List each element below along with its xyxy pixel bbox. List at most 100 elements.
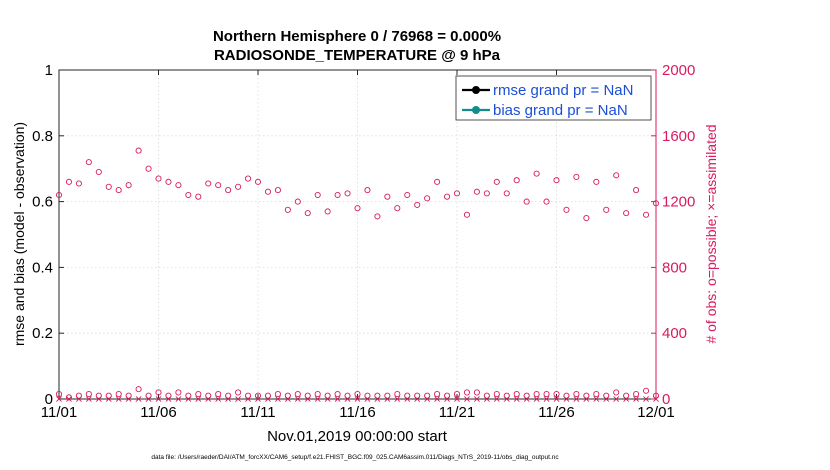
legend: rmse grand pr = NaN bias grand pr = NaN [455, 75, 652, 121]
obs-possible-point [573, 173, 580, 180]
obs-assimilated-point [56, 396, 62, 402]
obs-assimilated-point [473, 396, 480, 402]
y-right-tick-label: 0 [662, 391, 670, 408]
obs-possible-point [205, 392, 212, 399]
legend-rmse-marker [472, 86, 480, 94]
obs-possible-point [643, 387, 650, 394]
obs-assimilated-point [633, 396, 640, 402]
obs-possible-point [543, 391, 550, 398]
obs-possible-point [424, 195, 431, 202]
obs-possible-point [523, 198, 530, 205]
obs-possible-point [215, 391, 222, 398]
obs-possible-point [105, 183, 112, 190]
legend-bias-marker [472, 106, 480, 114]
obs-assimilated-point [215, 396, 222, 402]
obs-possible-point [334, 191, 341, 199]
obs-possible-point [284, 206, 291, 213]
obs-possible-point [165, 392, 172, 399]
obs-possible-point [463, 389, 471, 396]
obs-possible-point [434, 178, 441, 185]
x-tick-label: 11/21 [439, 404, 475, 421]
obs-assimilated-point [334, 396, 341, 402]
obs-possible-point [75, 392, 82, 399]
obs-assimilated-point [553, 396, 560, 402]
obs-possible-point [175, 182, 182, 189]
obs-possible-point [95, 392, 102, 399]
legend-rmse-label: rmse grand pr = NaN [493, 82, 633, 99]
obs-possible-point [603, 392, 610, 399]
y-right-tick-label: 400 [662, 325, 687, 342]
obs-possible-point [344, 392, 351, 399]
x-tick-label: 11/06 [140, 404, 176, 421]
obs-possible-point [364, 392, 371, 399]
obs-possible-point [145, 165, 152, 172]
y-tick-label: 0.6 [32, 194, 53, 211]
obs-assimilated-point [464, 396, 470, 402]
obs-possible-point [414, 201, 421, 208]
obs-possible-point [115, 391, 122, 398]
obs-possible-point [394, 205, 401, 212]
obs-possible-point [294, 391, 301, 398]
obs-assimilated-point [354, 396, 361, 402]
obs-possible-point [115, 187, 122, 194]
obs-possible-point [652, 200, 660, 207]
obs-possible-point [623, 392, 630, 399]
obs-possible-point [384, 193, 391, 200]
obs-possible-point [633, 187, 640, 194]
obs-possible-point [613, 389, 620, 396]
obs-possible-point [493, 178, 500, 185]
obs-possible-point [334, 391, 341, 398]
obs-possible-point [593, 391, 600, 398]
obs-possible-point [75, 180, 82, 187]
obs-assimilated-point [314, 396, 321, 402]
legend-bias-label: bias grand pr = NaN [493, 102, 628, 119]
obs-possible-point [513, 391, 520, 398]
obs-possible-point [304, 210, 311, 217]
obs-possible-point [65, 178, 72, 185]
x-tick-label: 11/11 [240, 404, 275, 421]
obs-possible-point [314, 391, 321, 398]
obs-possible-point [613, 172, 620, 179]
obs-possible-point [55, 391, 63, 398]
obs-possible-point [374, 392, 381, 399]
obs-possible-point [344, 190, 351, 197]
obs-possible-point [215, 182, 222, 189]
obs-assimilated-point [85, 396, 92, 402]
obs-possible-point [254, 178, 262, 185]
obs-assimilated-point [274, 396, 281, 402]
obs-assimilated-point [115, 396, 122, 402]
y-tick-label: 0.2 [32, 325, 53, 342]
obs-assimilated-point [66, 396, 72, 402]
y-tick-label: 1 [45, 62, 53, 79]
obs-possible-point [463, 211, 471, 218]
obs-possible-point [543, 198, 550, 205]
x-tick-label: 12/01 [637, 404, 675, 421]
obs-assimilated-point [175, 396, 182, 402]
obs-possible-point [404, 191, 411, 199]
obs-possible-point [145, 392, 152, 399]
obs-possible-point [443, 392, 451, 399]
obs-possible-point [453, 190, 461, 197]
obs-possible-point [225, 392, 232, 399]
obs-possible-point [274, 391, 281, 398]
obs-assimilated-point [155, 396, 162, 402]
obs-possible-point [195, 391, 202, 398]
obs-assimilated-point [533, 396, 540, 402]
obs-possible-point [185, 392, 192, 399]
y-axis-label: rmse and bias (model - observation) [11, 122, 27, 346]
x-tick-label: 11/26 [538, 404, 574, 421]
obs-assimilated-point [195, 396, 202, 402]
y-right-tick-label: 800 [662, 259, 687, 276]
y-tick-label: 0.4 [32, 259, 53, 276]
obs-possible-point [244, 392, 252, 399]
obs-possible-point [65, 394, 72, 401]
obs-possible-point [384, 392, 391, 399]
obs-possible-point [404, 392, 411, 399]
obs-assimilated-point [513, 396, 520, 402]
obs-possible-point [563, 392, 570, 399]
obs-possible-point [533, 391, 540, 398]
obs-possible-point [503, 190, 510, 197]
axis-ticks: 11/01 11/06 11/11 11/16 11/21 11/26 12/0100.20… [32, 62, 695, 421]
data-file-footnote: data file: /Users/raeder/DAI/ATM_forcXX/… [151, 454, 559, 461]
obs-possible-point [185, 191, 192, 199]
